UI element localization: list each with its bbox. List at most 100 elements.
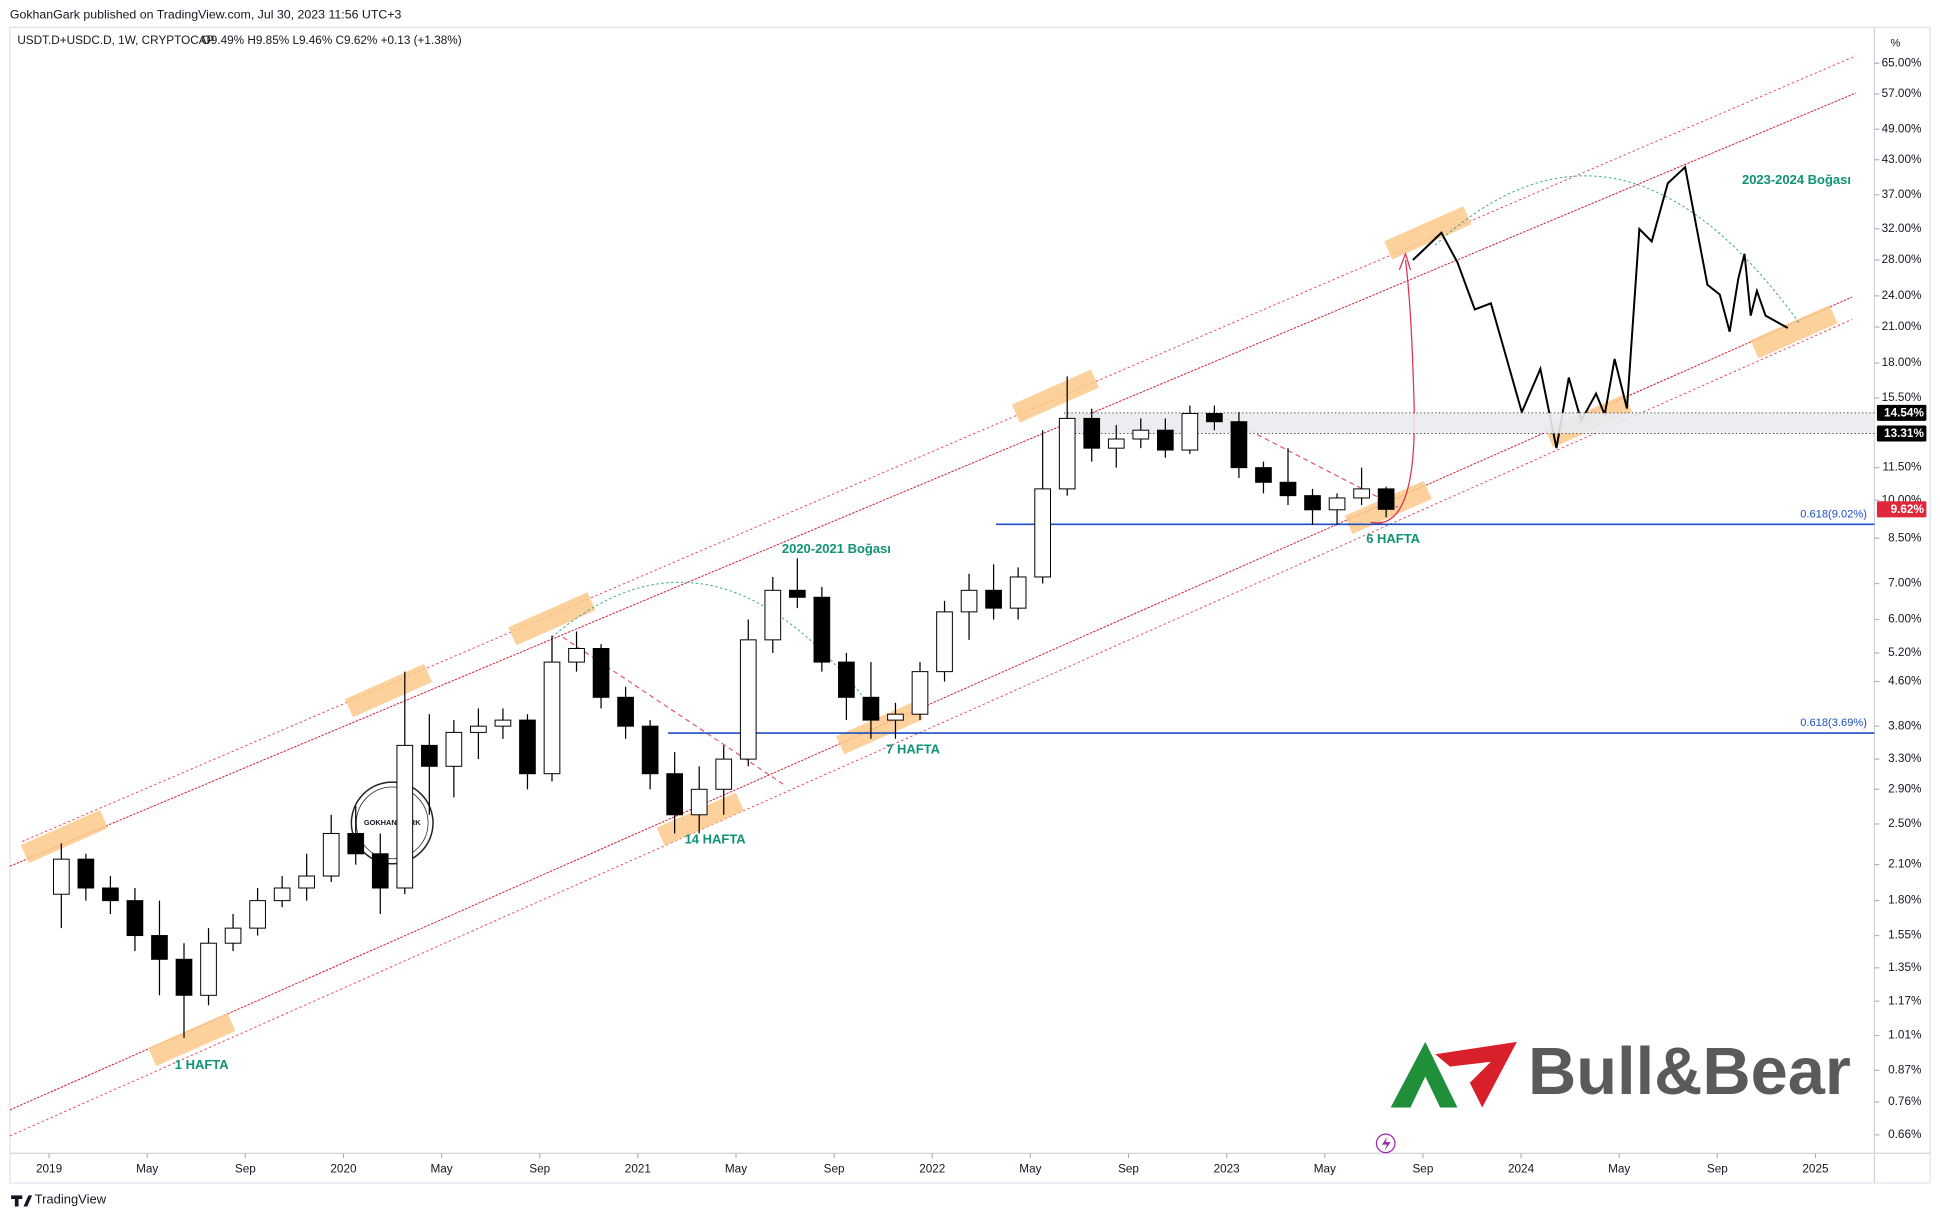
candle-body (1083, 417, 1101, 449)
candle-body (1377, 488, 1395, 510)
x-tick-label: 2023 (1214, 1162, 1241, 1175)
annotation: 2023-2024 Boğası (1742, 172, 1851, 187)
candle-body (813, 596, 831, 663)
x-tick-label: Sep (235, 1162, 256, 1175)
tv-logo (11, 1195, 33, 1207)
candle-body (887, 713, 904, 721)
touch-zone (1011, 369, 1099, 423)
candle-body (690, 788, 708, 816)
candle-body (494, 719, 512, 727)
y-tick-label: 32.00% (1882, 222, 1922, 235)
x-tick-label: 2021 (625, 1162, 651, 1175)
y-tick-label: 15.50% (1882, 391, 1922, 404)
y-tick-label: 1.80% (1888, 894, 1922, 907)
x-tick-label: 2019 (36, 1162, 62, 1175)
y-tick-label: 2.10% (1888, 858, 1922, 871)
channel-line (9, 318, 1853, 1137)
candle-body (1230, 421, 1248, 469)
candle-body (420, 744, 438, 767)
x-tick-label: May (725, 1162, 747, 1175)
arrow (1370, 259, 1415, 524)
candle-body (1304, 495, 1321, 511)
touch-zone (508, 592, 596, 646)
y-tick-label: 8.50% (1888, 531, 1922, 544)
candle-body (445, 731, 463, 767)
annotation: 1 HAFTA (175, 1057, 229, 1072)
x-tick-label: Sep (1707, 1162, 1728, 1175)
candle-body (1132, 429, 1150, 440)
candle-body (52, 858, 70, 895)
ohlc-text: O9.49% H9.85% L9.46% C9.62% +0.13 (+1.38… (202, 34, 462, 47)
price-label: 13.31% (1884, 427, 1924, 440)
annotation: 14 HAFTA (685, 832, 747, 847)
candle-body (224, 927, 242, 944)
arc (551, 581, 882, 721)
candle-body (1009, 576, 1027, 609)
x-tick-label: Sep (1412, 1162, 1433, 1175)
candle-body (1206, 413, 1223, 423)
y-tick-label: 1.35% (1888, 961, 1922, 974)
candle-body (470, 725, 487, 733)
x-tick-label: May (1019, 1162, 1041, 1175)
candle-body (102, 887, 119, 902)
candle-body (1058, 417, 1076, 490)
y-tick-label: 3.80% (1888, 719, 1922, 732)
price-label: 14.54% (1884, 407, 1924, 420)
candle-body (666, 773, 684, 816)
candle-body (641, 725, 659, 775)
symbol-title: USDT.D+USDC.D, 1W, CRYPTOCAP (17, 34, 214, 47)
price-label-box (1876, 404, 1927, 421)
candle-body (1279, 481, 1297, 497)
candle-body (568, 648, 585, 663)
footer: TradingView (35, 1192, 107, 1207)
y-tick-label: 21.00% (1882, 320, 1922, 333)
logo-mark (1435, 1041, 1517, 1108)
y-tick-label: 6.00% (1888, 613, 1922, 626)
candle-body (1107, 438, 1125, 449)
y-tick-label: 43.00% (1882, 153, 1922, 166)
frame (9, 26, 1931, 1184)
price-zone (1064, 412, 1875, 434)
candle-body (764, 589, 782, 641)
x-tick-label: 2025 (1802, 1162, 1829, 1175)
annotation: 6 HAFTA (1366, 531, 1420, 546)
candle-body (617, 696, 634, 727)
y-tick-label: 1.17% (1888, 994, 1922, 1007)
candle-body (175, 958, 193, 996)
price-label-box (1876, 425, 1927, 442)
y-tick-label: 28.00% (1882, 253, 1922, 266)
candle-body (322, 832, 340, 877)
y-tick-label: 4.60% (1888, 675, 1922, 688)
x-tick-label: May (1608, 1162, 1630, 1175)
touch-zone (148, 1012, 236, 1067)
annotation: 2020-2021 Boğası (782, 541, 891, 556)
y-tick-label: 3.30% (1888, 752, 1922, 765)
projection-path (1412, 165, 1789, 449)
unit-label: % (1891, 37, 1901, 49)
logo-mark (1390, 1041, 1458, 1108)
candle-body (1328, 497, 1346, 511)
y-tick-label: 37.00% (1882, 188, 1922, 201)
header: GokhanGark published on TradingView.com,… (10, 7, 402, 21)
price-label-box (1876, 501, 1927, 518)
y-tick-label: 5.20% (1888, 646, 1922, 659)
candle-body (960, 589, 978, 613)
candle-body (1353, 488, 1370, 499)
touch-zone (20, 809, 108, 864)
x-tick-label: Sep (1118, 1162, 1139, 1175)
y-tick-label: 49.00% (1882, 122, 1922, 135)
candle-body (543, 661, 561, 775)
x-tick-label: Sep (824, 1162, 845, 1175)
y-tick-label: 7.00% (1888, 577, 1922, 590)
watermark: GOKHAN GARK (364, 818, 421, 827)
x-tick-label: 2020 (330, 1162, 357, 1175)
y-tick-label: 57.00% (1882, 87, 1922, 100)
annotation: 7 HAFTA (886, 741, 940, 756)
y-tick-label: 1.01% (1888, 1029, 1922, 1042)
touch-zone (656, 792, 744, 846)
fib-label: 0.618(9.02%) (1800, 508, 1867, 520)
y-tick-label: 0.76% (1888, 1095, 1922, 1108)
x-tick-label: Sep (529, 1162, 550, 1175)
channel-line (9, 92, 1857, 867)
